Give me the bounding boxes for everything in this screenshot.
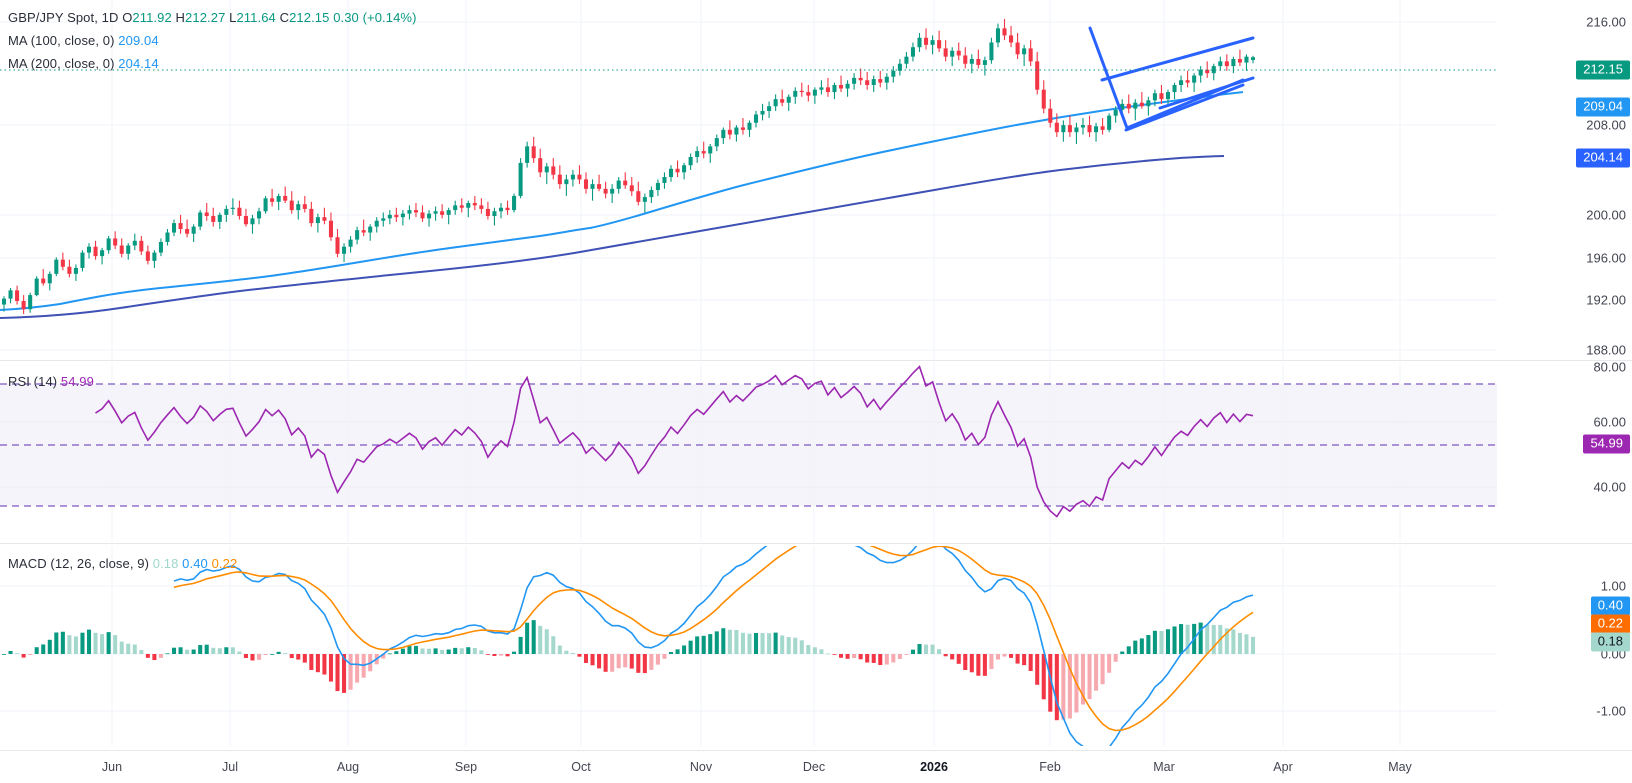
rsi-legend[interactable]: RSI (14) 54.99 <box>8 374 94 389</box>
time-axis-label: Mar <box>1153 760 1175 774</box>
axis-tick-label: 208.00 <box>1586 117 1626 133</box>
change-value: 0.30 <box>333 10 359 25</box>
ma100-value: 209.04 <box>118 33 159 48</box>
axis-tick-label: 40.00 <box>1593 479 1626 495</box>
macd-pane: MACD (12, 26, close, 9) 0.18 0.40 0.22 1… <box>0 546 1632 746</box>
time-axis-label: May <box>1388 760 1412 774</box>
axis-value-badge[interactable]: 0.22 <box>1590 614 1630 634</box>
axis-tick-label: 192.00 <box>1586 292 1626 308</box>
price-axis[interactable]: 216.00 208.00 200.00 196.00 192.00 188.00 212.… <box>1497 0 1632 360</box>
candlestick-series <box>1 18 1256 314</box>
ohlc-high-key: H <box>175 10 186 25</box>
time-axis-label: 2026 <box>920 760 948 774</box>
axis-tick-label: 188.00 <box>1586 342 1626 358</box>
axis-tick-label: 80.00 <box>1593 359 1626 375</box>
rsi-levels <box>0 383 1497 507</box>
time-axis-label: Dec <box>802 760 826 774</box>
axis-tick-label: -1.00 <box>1596 703 1626 719</box>
macd-vgrid <box>111 546 1401 746</box>
axis-tick-label: 196.00 <box>1586 250 1626 266</box>
price-hgrid <box>0 21 1497 351</box>
axis-tick-label: 200.00 <box>1586 207 1626 223</box>
change-percent: (+0.14%) <box>362 10 417 25</box>
trendline-lower <box>1124 83 1245 132</box>
macd-legend[interactable]: MACD (12, 26, close, 9) 0.18 0.40 0.22 <box>8 556 237 571</box>
ma100-label: MA (100, close, 0) <box>8 33 115 48</box>
axis-value-badge[interactable]: 54.99 <box>1583 434 1630 454</box>
axis-tick-label: 1.00 <box>1600 578 1626 594</box>
ohlc-low-key: L <box>229 10 237 25</box>
rsi-axis[interactable]: 80.00 60.00 40.00 54.99 <box>1497 359 1632 542</box>
rsi-value: 54.99 <box>60 374 94 389</box>
ohlc-high-value: 212.27 <box>185 10 226 25</box>
ohlc-close-key: C <box>279 10 290 25</box>
macd-signal-value: 0.22 <box>211 556 238 571</box>
pane-divider-2 <box>0 543 1632 544</box>
axis-tick-label: 216.00 <box>1586 14 1626 30</box>
ohlc-close-value: 212.15 <box>289 10 330 25</box>
time-axis-label: Feb <box>1039 760 1061 774</box>
symbol-label: GBP/JPY Spot, 1D <box>8 10 119 25</box>
macd-signal-line <box>173 546 1254 732</box>
rsi-plot[interactable]: RSI (14) 54.99 <box>0 362 1497 542</box>
macd-line <box>173 546 1254 746</box>
rsi-plot-svg <box>0 362 1497 542</box>
time-axis-label: Jun <box>101 760 123 774</box>
trendlines[interactable] <box>1088 26 1255 132</box>
ohlc-low-value: 211.64 <box>236 10 276 25</box>
pane-divider-1 <box>0 360 1632 361</box>
time-axis-label: Jul <box>222 760 238 774</box>
macd-plot[interactable]: MACD (12, 26, close, 9) 0.18 0.40 0.22 <box>0 546 1497 746</box>
trendline-mid <box>1158 76 1255 110</box>
ohlc-open-value: 211.92 <box>132 10 172 25</box>
axis-tick-label: 60.00 <box>1593 414 1626 430</box>
axis-value-badge[interactable]: 204.14 <box>1576 148 1630 168</box>
axis-value-badge[interactable]: 0.40 <box>1590 596 1630 616</box>
time-axis-label: Nov <box>689 760 713 774</box>
axis-value-badge[interactable]: 0.18 <box>1590 632 1630 652</box>
time-axis-label: Apr <box>1273 760 1293 774</box>
price-pane: GBP/JPY Spot, 1D O211.92 H212.27 L211.64… <box>0 0 1632 360</box>
time-axis-label: Aug <box>336 760 360 774</box>
price-legend-ma200[interactable]: MA (200, close, 0) 204.14 <box>8 56 159 71</box>
axis-value-badge[interactable]: 209.04 <box>1576 97 1630 117</box>
rsi-pane: RSI (14) 54.99 80.00 60.00 40.00 54.99 <box>0 359 1632 542</box>
rsi-hgrid <box>0 421 1497 488</box>
macd-hist-value: 0.18 <box>152 556 179 571</box>
axis-value-badge[interactable]: 212.15 <box>1576 60 1630 80</box>
ma200-label: MA (200, close, 0) <box>8 56 115 71</box>
macd-main-value: 0.40 <box>182 556 208 571</box>
price-legend-main: GBP/JPY Spot, 1D O211.92 H212.27 L211.64… <box>8 10 417 25</box>
rsi-line <box>95 365 1254 518</box>
macd-label: MACD (12, 26, close, 9) <box>8 556 150 571</box>
macd-histogram <box>1 620 1256 721</box>
ohlc-open-key: O <box>122 10 133 25</box>
macd-axis[interactable]: 1.00 0.00 -1.00 0.40 0.22 0.18 <box>1497 546 1632 746</box>
time-axis-label: Oct <box>571 760 591 774</box>
trendline-upper <box>1100 36 1255 82</box>
rsi-vgrid <box>111 362 1401 542</box>
price-vgrid <box>111 0 1401 360</box>
price-legend-ma100[interactable]: MA (100, close, 0) 209.04 <box>8 33 159 48</box>
ma200-value: 204.14 <box>118 56 159 71</box>
macd-plot-svg <box>0 546 1497 746</box>
rsi-label: RSI (14) <box>8 374 58 389</box>
price-plot[interactable]: GBP/JPY Spot, 1D O211.92 H212.27 L211.64… <box>0 0 1497 360</box>
time-axis[interactable]: Jun Jul Aug Sep Oct Nov Dec 2026 Feb Mar Apr May <box>0 750 1632 783</box>
time-axis-label: Sep <box>454 760 478 774</box>
ma200-line <box>0 155 1225 319</box>
price-plot-svg <box>0 0 1497 360</box>
